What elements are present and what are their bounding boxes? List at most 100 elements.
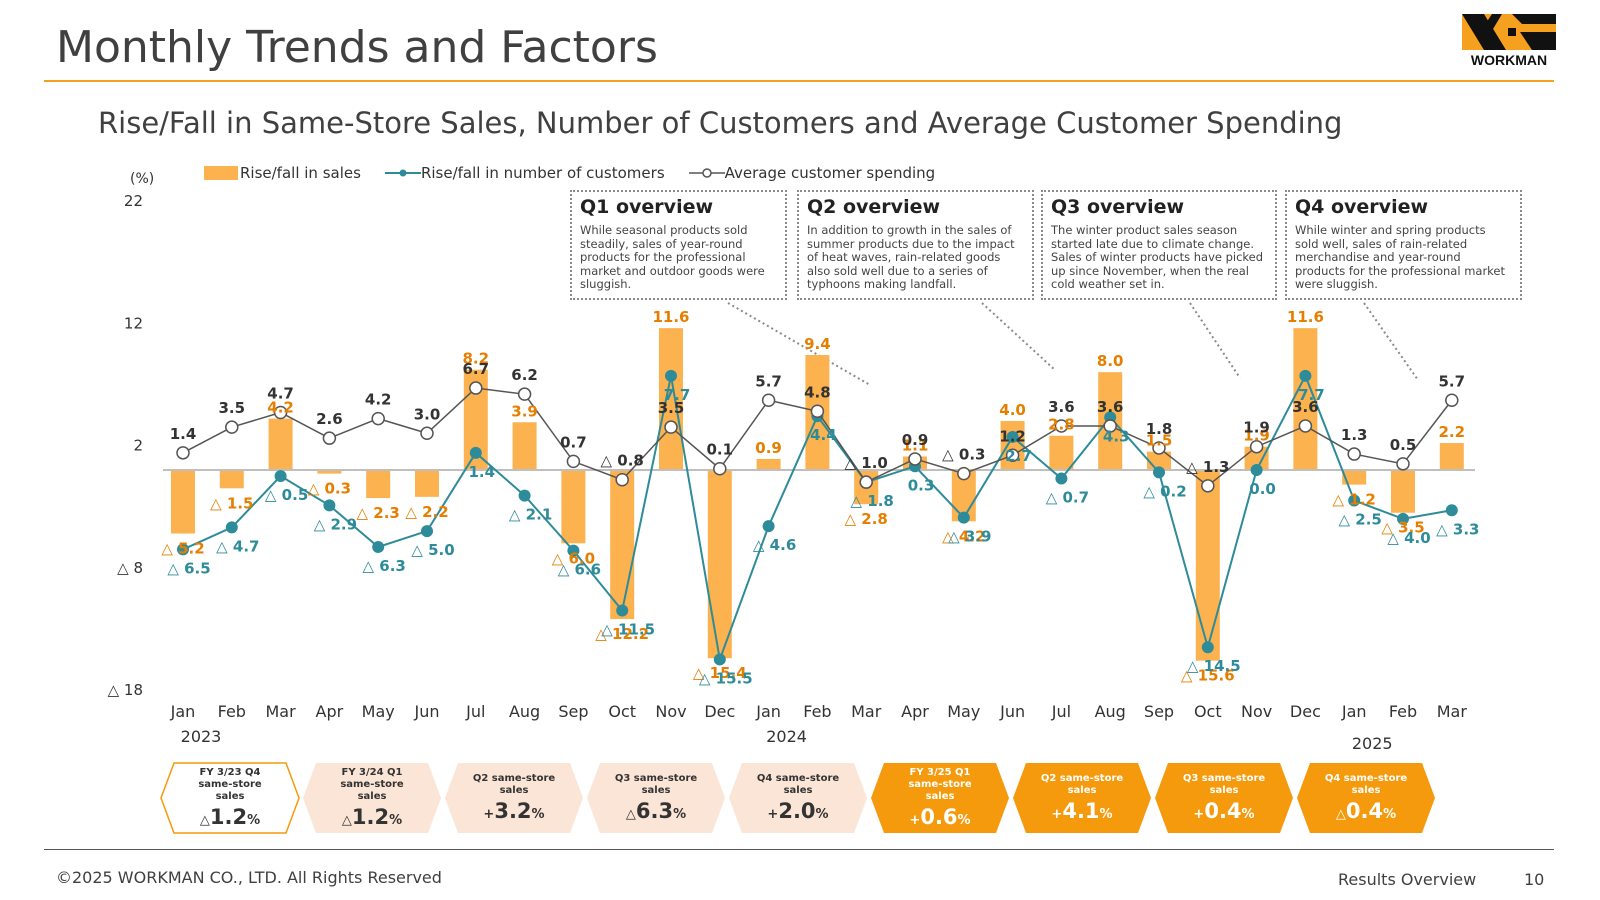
sales-data-label: △ 12.2 [595, 625, 649, 643]
spending-point [1347, 447, 1361, 461]
sales-bar [366, 469, 391, 499]
spending-data-label: 1.3 [1341, 426, 1368, 444]
badge-label: Q2 same-store sales [472, 773, 556, 796]
customers-point [225, 521, 238, 534]
year-label: 2025 [1352, 734, 1393, 753]
spending-point [957, 466, 971, 481]
spending-point [176, 446, 190, 460]
badge-sign: △ [199, 813, 210, 828]
sales-data-label: △ 15.4 [693, 664, 747, 682]
customers-point [1250, 463, 1263, 476]
legend-label-customers: Rise/fall in number of customers [420, 164, 665, 182]
spending-data-label: 3.6 [1097, 398, 1124, 416]
customers-data-label: 4.4 [810, 426, 837, 444]
customers-point [1397, 512, 1409, 525]
spending-point [1396, 457, 1410, 471]
page-number: 10 [1524, 870, 1545, 889]
spending-point [615, 472, 629, 487]
sales-data-label: 9.4 [804, 335, 831, 353]
sales-data-label: △ 0.3 [308, 480, 351, 498]
badge-shape [445, 763, 583, 833]
badge-quarter: Q3 same-store sales +0.4% [1154, 762, 1294, 834]
sales-bar [756, 458, 781, 470]
badge-unit: % [815, 807, 829, 822]
badge-shape [1013, 763, 1151, 833]
customers-point [567, 544, 580, 557]
callout-q2-title: Q2 overview [807, 196, 941, 218]
workman-logo: WORKMAN [1462, 14, 1556, 68]
x-tick-label: Mar [266, 702, 297, 721]
spending-data-label: 4.2 [365, 391, 392, 409]
spending-data-label: 0.9 [902, 431, 929, 449]
badge-label: Q4 same-store sales [1324, 773, 1408, 796]
customers-point [665, 369, 677, 382]
badge-unit: % [247, 813, 261, 828]
y-axis-unit: (%) [130, 171, 155, 187]
x-tick-label: Dec [1290, 702, 1321, 721]
badge-number: 1.2 [351, 805, 390, 829]
sales-bar [1244, 446, 1269, 470]
customers-data-label: 4.3 [1103, 427, 1130, 445]
badge-label: FY 3/23 Q4 same-store sales [198, 767, 262, 802]
y-tick-label: 22 [124, 192, 143, 210]
spending-data-label: 3.6 [1048, 398, 1075, 416]
spending-point [1103, 419, 1117, 433]
callout-q4-title: Q4 overview [1295, 196, 1429, 218]
badge-value: △1.2% [342, 805, 402, 829]
spending-data-label: 0.1 [707, 441, 734, 459]
customers-point [323, 499, 336, 512]
x-tick-label: Feb [218, 702, 246, 721]
badge-number: 0.4 [1204, 799, 1242, 823]
badge-number: 1.2 [209, 805, 248, 829]
title-rule [44, 80, 1554, 82]
sales-data-label: △ 2.8 [845, 510, 888, 528]
badge-unit: % [389, 813, 403, 828]
spending-data-label: 5.7 [1439, 372, 1466, 390]
sales-data-label: △ 1.2 [1333, 491, 1376, 509]
y-tick-label: △ 18 [108, 681, 143, 699]
sales-data-label: 11.6 [1287, 308, 1324, 326]
sales-bar [659, 328, 683, 470]
legend-swatch-sales [204, 166, 238, 180]
customers-point [1299, 369, 1312, 382]
badge-quarter: Q2 same-store sales +3.2% [444, 762, 584, 834]
sales-bar [171, 469, 195, 534]
spending-data-label: 0.7 [560, 433, 587, 451]
spending-point [1152, 441, 1166, 455]
badge-hexagon [160, 762, 300, 834]
logo-text: WORKMAN [1470, 52, 1548, 68]
badge-unit: % [1241, 807, 1255, 822]
badge-unit: % [957, 813, 971, 828]
year-label: 2024 [766, 727, 807, 746]
badge-sign: △ [1335, 807, 1346, 822]
sales-data-label: △ 3.5 [1381, 519, 1424, 537]
sales-bar [268, 418, 293, 470]
badge-label: FY 3/24 Q1 same-store sales [340, 767, 404, 802]
sales-data-label: △ 2.3 [357, 504, 400, 522]
sales-data-label: △ 5.2 [161, 540, 204, 558]
customers-data-label: △ 4.0 [1387, 529, 1430, 547]
badge-number: 0.6 [920, 805, 958, 829]
customers-point [713, 653, 726, 666]
badge-hexagon [587, 763, 725, 833]
sales-bar [317, 469, 342, 474]
sales-bar [561, 469, 586, 544]
customers-data-label: △ 3.3 [1436, 520, 1479, 538]
spending-data-label: 3.5 [219, 399, 246, 417]
spending-data-label: 2.6 [316, 410, 343, 428]
customers-data-label: △ 5.0 [411, 541, 454, 559]
customers-point [518, 489, 531, 502]
badge-hexagon [303, 763, 441, 833]
badge-quarter: Q4 same-store sales +2.0% [728, 762, 868, 834]
sales-data-label: 1.9 [1243, 427, 1270, 445]
customers-point [372, 540, 385, 553]
customers-data-label: △ 4.7 [216, 537, 259, 555]
x-tick-label: Nov [655, 702, 686, 721]
x-tick-label: Oct [1194, 702, 1222, 721]
customers-data-label: △ 2.1 [509, 506, 552, 524]
spending-point [1249, 439, 1264, 454]
spending-point [322, 431, 337, 445]
badge-hexagon [729, 763, 867, 833]
badge-sign: + [909, 813, 921, 828]
badge-label: FY 3/25 Q1 same-store sales [908, 767, 972, 802]
